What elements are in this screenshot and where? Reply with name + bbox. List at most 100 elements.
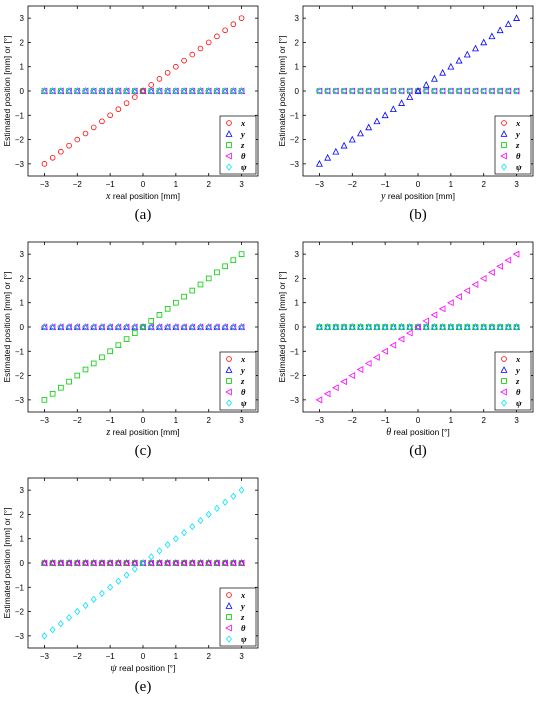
data-point-psi bbox=[398, 87, 405, 95]
data-point-theta bbox=[455, 293, 462, 301]
legend-marker-psi bbox=[501, 163, 507, 171]
y-axis-label: Estimated position [mm] or [°] bbox=[2, 507, 12, 618]
data-point-psi bbox=[181, 323, 187, 331]
data-point-psi bbox=[115, 323, 122, 331]
data-point-psi bbox=[230, 87, 237, 95]
data-point-psi bbox=[181, 528, 187, 537]
data-point-x bbox=[181, 57, 187, 64]
data-point-y bbox=[398, 99, 406, 106]
y-tick-label: −1 bbox=[290, 347, 300, 356]
legend-label-x: x bbox=[240, 118, 246, 128]
data-point-psi bbox=[390, 323, 397, 331]
data-point-psi bbox=[131, 565, 138, 573]
data-point-theta bbox=[213, 559, 220, 567]
legend-marker-y bbox=[225, 366, 233, 373]
data-point-theta bbox=[496, 262, 503, 270]
data-point-x bbox=[140, 88, 146, 94]
data-point-theta bbox=[381, 347, 388, 355]
x-axis-label: x real position [mm] bbox=[105, 191, 180, 202]
legend-label-x: x bbox=[515, 118, 521, 128]
chart-panel-e: −3 −2 −1 0 1 2 3 −3 −2 −1 0 1 2 3 Estimated position [… bbox=[0, 472, 275, 707]
x-tick-label: 1 bbox=[449, 416, 454, 425]
y-tick-label: 1 bbox=[295, 63, 300, 72]
data-point-y bbox=[422, 81, 430, 88]
legend-label-theta: θ bbox=[241, 387, 246, 397]
y-axis-label: Estimated position [mm] or [°] bbox=[2, 35, 12, 146]
data-point-psi bbox=[374, 87, 380, 95]
data-point-theta bbox=[196, 559, 204, 567]
x-tick-label: −3 bbox=[315, 180, 325, 189]
data-point-psi bbox=[140, 559, 146, 567]
data-point-x bbox=[99, 118, 105, 125]
data-point-theta bbox=[373, 353, 380, 361]
data-point-theta bbox=[471, 281, 479, 288]
data-point-psi bbox=[374, 323, 380, 331]
y-tick-label: 1 bbox=[295, 299, 300, 308]
data-point-x bbox=[74, 136, 81, 143]
data-points bbox=[40, 251, 246, 403]
data-point-z bbox=[205, 275, 212, 282]
data-point-psi bbox=[214, 323, 220, 331]
chart-panel-a: −3 −2 −1 0 1 2 3 −3 −2 −1 0 1 2 3 Estimated position [… bbox=[0, 0, 275, 235]
data-point-psi bbox=[365, 87, 372, 95]
data-point-y bbox=[430, 74, 438, 82]
data-point-theta bbox=[463, 287, 471, 295]
data-point-theta bbox=[389, 341, 397, 349]
data-point-y bbox=[357, 129, 364, 137]
legend-label-psi: ψ bbox=[241, 634, 247, 644]
data-point-x bbox=[82, 130, 89, 137]
figure-caption: (a) bbox=[135, 207, 152, 223]
data-point-psi bbox=[205, 510, 212, 519]
legend-label-theta: θ bbox=[516, 387, 521, 397]
data-point-psi bbox=[107, 323, 114, 331]
x-tick-label: −1 bbox=[381, 416, 391, 425]
data-point-psi bbox=[214, 87, 220, 95]
data-point-psi bbox=[66, 87, 72, 95]
x-axis-label: θ real position [°] bbox=[386, 427, 450, 438]
legend-marker-psi bbox=[226, 399, 232, 407]
data-point-z bbox=[66, 378, 72, 385]
x-tick-label: −2 bbox=[73, 416, 83, 425]
y-tick-label: −3 bbox=[290, 396, 300, 405]
data-point-theta bbox=[171, 559, 179, 567]
x-tick-label: 2 bbox=[481, 416, 486, 425]
legend-marker-theta bbox=[500, 152, 507, 160]
data-point-psi bbox=[164, 541, 171, 549]
legend-label-theta: θ bbox=[516, 151, 521, 161]
data-point-z bbox=[115, 342, 122, 349]
data-point-theta bbox=[479, 274, 487, 282]
data-point-x bbox=[222, 27, 228, 34]
data-point-theta bbox=[405, 329, 413, 337]
data-point-psi bbox=[181, 87, 187, 95]
legend-marker-y bbox=[225, 602, 233, 609]
data-point-psi bbox=[222, 323, 229, 331]
data-point-theta bbox=[188, 559, 196, 567]
data-point-psi bbox=[197, 323, 204, 331]
legend-label-theta: θ bbox=[241, 623, 246, 633]
x-tick-label: 1 bbox=[174, 180, 179, 189]
legend-label-y: y bbox=[515, 129, 520, 139]
legend-label-z: z bbox=[515, 140, 520, 150]
data-point-z bbox=[214, 269, 220, 276]
data-point-psi bbox=[82, 601, 89, 610]
data-point-theta bbox=[73, 559, 81, 567]
legend-marker-z bbox=[226, 142, 232, 148]
data-point-psi bbox=[140, 323, 146, 331]
data-point-x bbox=[156, 76, 163, 82]
data-point-theta bbox=[430, 311, 438, 319]
data-point-psi bbox=[41, 632, 48, 640]
data-point-psi bbox=[447, 323, 454, 331]
legend-marker-z bbox=[501, 142, 507, 148]
data-point-psi bbox=[332, 323, 339, 331]
data-point-psi bbox=[349, 323, 356, 331]
legend-marker-x bbox=[501, 356, 507, 362]
data-point-psi bbox=[172, 535, 179, 543]
data-point-psi bbox=[357, 323, 364, 331]
y-tick-label: 0 bbox=[20, 559, 25, 568]
legend-label-x: x bbox=[515, 354, 521, 364]
x-tick-label: 2 bbox=[206, 652, 211, 661]
data-point-psi bbox=[123, 87, 130, 95]
data-point-psi bbox=[472, 87, 479, 95]
